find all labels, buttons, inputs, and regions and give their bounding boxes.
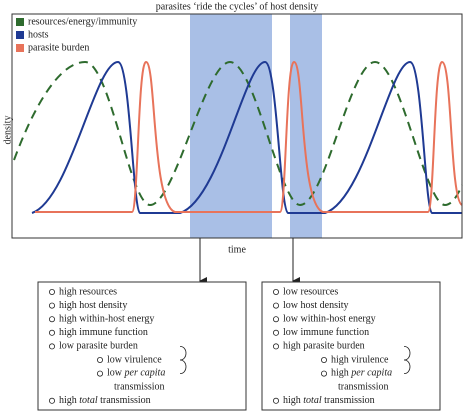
legend-label: parasite burden — [28, 42, 89, 53]
connector — [179, 346, 187, 361]
item-text: low per capita — [107, 368, 165, 379]
bullet — [49, 397, 56, 404]
item-text: high total transmission — [59, 395, 151, 406]
item-text: high immune function — [59, 327, 148, 338]
item-text: low within-host energy — [283, 313, 376, 324]
y-axis-label: density — [2, 116, 13, 145]
bullet — [272, 302, 279, 309]
item-text: high resources — [59, 286, 117, 297]
bullet — [272, 397, 279, 404]
shade-2 — [290, 14, 322, 238]
item-text: high host density — [59, 300, 127, 311]
item-text: high virulence — [331, 354, 389, 365]
legend-swatch — [16, 18, 24, 26]
item-text: high total transmission — [283, 395, 375, 406]
bullet — [272, 329, 279, 336]
item-part: high — [59, 395, 79, 406]
bullet — [320, 356, 327, 363]
item-text: transmission — [114, 381, 165, 392]
bullet — [97, 356, 104, 363]
legend-label: resources/energy/immunity — [28, 16, 137, 27]
item-text: low parasite burden — [59, 341, 138, 352]
bullet — [272, 343, 279, 350]
item-text: transmission — [338, 381, 389, 392]
box-left — [37, 281, 247, 411]
item-part: low — [107, 368, 125, 379]
bullet — [320, 370, 327, 377]
bullet — [49, 343, 56, 350]
connector — [403, 359, 411, 374]
shade-1 — [190, 14, 272, 238]
bullet — [272, 316, 279, 323]
legend-swatch — [16, 44, 24, 52]
item-part: transmission — [98, 395, 151, 406]
connector — [403, 346, 411, 361]
item-text: high within-host energy — [59, 313, 154, 324]
parasite-curve — [35, 60, 463, 213]
hosts-curve — [31, 60, 462, 214]
connector — [179, 359, 187, 374]
plot-frame — [11, 13, 463, 239]
legend-label: hosts — [28, 29, 49, 40]
item-em: per capita — [124, 368, 166, 379]
x-axis-label: time — [228, 244, 246, 255]
bullet — [49, 302, 56, 309]
box-right — [261, 281, 441, 411]
bullet — [272, 288, 279, 295]
item-text: low resources — [283, 286, 338, 297]
item-em: total — [79, 395, 98, 406]
item-text: high per capita — [331, 368, 392, 379]
title: parasites ‘ride the cycles’ of host dens… — [156, 1, 319, 12]
item-em: total — [303, 395, 322, 406]
item-part: high — [331, 368, 351, 379]
item-part: transmission — [322, 395, 375, 406]
item-part: high — [283, 395, 303, 406]
item-em: per capita — [350, 368, 392, 379]
legend-swatch — [16, 31, 24, 39]
item-text: high parasite burden — [283, 341, 365, 352]
bullet — [49, 316, 56, 323]
bullet — [49, 288, 56, 295]
item-text: low virulence — [107, 354, 162, 365]
resources-curve — [13, 60, 463, 207]
item-text: low immune function — [283, 327, 369, 338]
bullet — [97, 370, 104, 377]
item-text: low host density — [283, 300, 349, 311]
bullet — [49, 329, 56, 336]
